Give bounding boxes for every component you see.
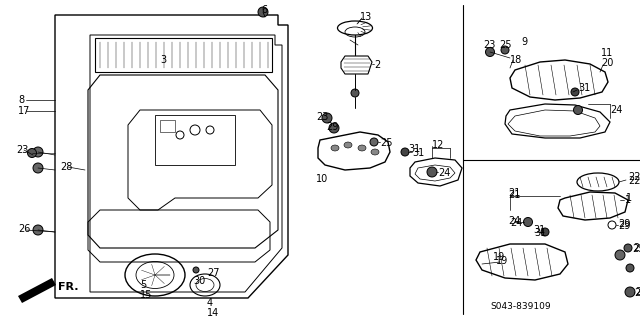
Text: 31: 31	[408, 144, 420, 154]
Circle shape	[615, 250, 625, 260]
Text: 15: 15	[140, 290, 152, 300]
Circle shape	[541, 228, 549, 236]
Text: 22: 22	[628, 172, 640, 182]
Text: 25: 25	[380, 138, 392, 148]
Text: 12: 12	[432, 140, 444, 150]
Text: 28: 28	[60, 162, 72, 172]
Text: 24: 24	[508, 216, 520, 226]
Text: 21: 21	[508, 188, 520, 198]
Text: 2: 2	[374, 60, 380, 70]
Polygon shape	[18, 278, 56, 303]
Circle shape	[486, 48, 495, 56]
Bar	[160, 120, 175, 132]
Circle shape	[28, 149, 36, 158]
Text: 8: 8	[18, 95, 24, 105]
Text: 18: 18	[510, 55, 522, 65]
Text: 29: 29	[618, 219, 630, 229]
Text: 23: 23	[634, 288, 640, 298]
Circle shape	[625, 287, 635, 297]
Text: 24: 24	[610, 105, 622, 115]
Text: 3: 3	[160, 55, 166, 65]
Circle shape	[33, 163, 43, 173]
Text: 23: 23	[316, 112, 328, 122]
Text: 31: 31	[534, 228, 547, 238]
Text: 26: 26	[18, 224, 30, 234]
Text: 29: 29	[618, 221, 630, 231]
Circle shape	[624, 244, 632, 252]
Circle shape	[322, 113, 332, 123]
Circle shape	[33, 225, 43, 235]
Circle shape	[33, 147, 43, 157]
Text: 20: 20	[601, 58, 613, 68]
Text: FR.: FR.	[58, 282, 79, 292]
Circle shape	[193, 267, 199, 273]
Circle shape	[626, 264, 634, 272]
Text: 31: 31	[412, 148, 424, 158]
Circle shape	[573, 106, 582, 115]
Text: 31: 31	[578, 83, 590, 93]
Text: 19: 19	[496, 256, 508, 266]
Circle shape	[571, 88, 579, 96]
Text: 21: 21	[508, 190, 520, 200]
Text: 17: 17	[18, 106, 30, 116]
Circle shape	[427, 167, 437, 177]
Circle shape	[258, 7, 268, 17]
Text: 6: 6	[261, 5, 267, 15]
Ellipse shape	[371, 149, 379, 155]
Ellipse shape	[331, 145, 339, 151]
Text: 23: 23	[483, 40, 495, 50]
Circle shape	[370, 138, 378, 146]
Circle shape	[401, 148, 409, 156]
Text: 11: 11	[601, 48, 613, 58]
Circle shape	[524, 218, 532, 226]
Text: 5: 5	[140, 280, 147, 290]
Text: 24: 24	[438, 168, 451, 178]
Text: 24: 24	[510, 218, 522, 228]
Text: 29: 29	[326, 122, 339, 132]
Text: 25: 25	[632, 244, 640, 254]
Text: 14: 14	[207, 308, 220, 318]
Text: 4: 4	[207, 298, 213, 308]
Text: 10: 10	[316, 174, 328, 184]
Circle shape	[329, 123, 339, 133]
Text: S043-839109: S043-839109	[490, 302, 550, 311]
Text: 25: 25	[499, 40, 511, 50]
Text: 27: 27	[207, 268, 220, 278]
Text: 23: 23	[16, 145, 28, 155]
Circle shape	[351, 89, 359, 97]
Text: 25: 25	[633, 243, 640, 253]
Ellipse shape	[344, 142, 352, 148]
Circle shape	[501, 46, 509, 54]
Text: 22: 22	[628, 176, 640, 186]
Text: 19: 19	[493, 252, 505, 262]
Text: 31: 31	[533, 225, 545, 235]
Text: 9: 9	[521, 37, 527, 47]
Text: 23: 23	[635, 287, 640, 297]
Bar	[155, 115, 235, 165]
Text: 1: 1	[625, 195, 631, 205]
Text: 1: 1	[626, 193, 632, 203]
Ellipse shape	[358, 145, 366, 151]
Text: 30: 30	[193, 276, 205, 286]
Text: 13: 13	[360, 12, 372, 22]
